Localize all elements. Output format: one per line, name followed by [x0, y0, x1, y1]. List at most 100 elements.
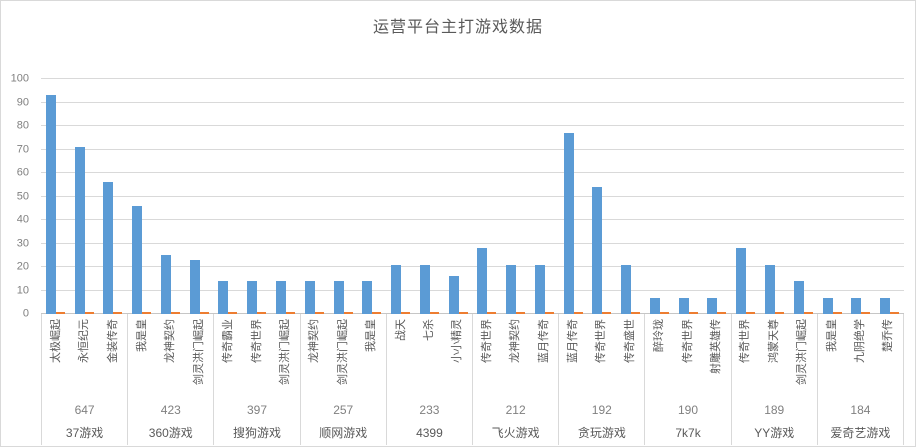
primary-bar: [822, 297, 833, 314]
platform-name: YY游戏: [754, 426, 795, 440]
gridline: [41, 125, 904, 126]
bar-group: [127, 79, 213, 314]
category-group: 蓝月传奇 传奇世界 传奇盛世 192 贪玩游戏: [558, 314, 644, 445]
group-total: 257: [333, 403, 354, 417]
game-label-cell: 传奇世界: [588, 314, 616, 395]
platform-name: 贪玩游戏: [577, 426, 626, 440]
x-axis-line: [41, 313, 904, 314]
group-total: 233: [419, 403, 440, 417]
game-label: 我是皇: [365, 319, 378, 352]
bar-group: [386, 79, 472, 314]
y-tick-label: 40: [16, 213, 29, 226]
primary-bar: [707, 297, 718, 314]
secondary-marker: [631, 311, 641, 314]
primary-bar: [304, 281, 315, 314]
secondary-marker: [688, 311, 698, 314]
bar-slot: [127, 79, 156, 314]
primary-bar: [132, 205, 143, 314]
secondary-marker: [113, 311, 123, 314]
primary-bar: [189, 259, 200, 314]
secondary-marker: [401, 311, 411, 314]
primary-bar: [621, 264, 632, 314]
bar-slot: [875, 79, 904, 314]
game-label-cell: 我是皇: [128, 314, 156, 395]
game-label-cell: 蓝月传奇: [559, 314, 587, 395]
game-label-cell: 我是皇: [357, 314, 385, 395]
gridline: [41, 289, 904, 291]
bar-slot: [616, 79, 645, 314]
secondary-marker: [286, 311, 295, 314]
bar-group: [300, 79, 386, 314]
game-label-cell: 龙神契约: [501, 314, 529, 395]
game-label: 剑灵洪门崛起: [192, 319, 205, 385]
game-labels-row: 传奇霸业 传奇世界 剑灵洪门崛起: [214, 314, 299, 395]
y-tick-label: 10: [16, 284, 29, 296]
bar-slot: [760, 79, 789, 314]
game-label: 剑灵洪门崛起: [278, 319, 291, 385]
game-label: 传奇世界: [681, 319, 694, 363]
secondary-marker: [602, 311, 612, 314]
category-group: 太极崛起 永恒纪元 金装传奇 647 37游戏: [41, 314, 127, 445]
game-labels-row: 太极崛起 永恒纪元 金装传奇: [42, 314, 127, 395]
secondary-marker: [516, 311, 526, 314]
game-label: 我是皇: [825, 319, 838, 352]
platform-name: 7k7k: [675, 426, 701, 440]
bar-slot: [559, 79, 588, 314]
primary-bar: [649, 297, 660, 314]
bar-slot: [846, 79, 875, 314]
primary-bar: [103, 182, 114, 314]
game-label-cell: 剑灵洪门崛起: [185, 314, 213, 395]
platform-name: 4399: [416, 426, 443, 440]
primary-bar: [276, 281, 286, 314]
game-label-cell: 七杀: [415, 314, 443, 395]
group-total: 647: [74, 403, 95, 417]
secondary-marker: [803, 311, 813, 314]
bar-slot: [818, 79, 847, 314]
game-label: 太极崛起: [49, 319, 62, 363]
bar-slot: [731, 79, 760, 314]
game-labels-row: 我是皇 龙神契约 剑灵洪门崛起: [128, 314, 213, 395]
gridline: [41, 266, 904, 267]
platform-name: 搜狗游戏: [233, 426, 282, 440]
group-total: 184: [850, 403, 871, 417]
platform-name: 飞火游戏: [491, 426, 540, 440]
bar-group: [645, 79, 731, 314]
bar-group: [559, 79, 645, 314]
primary-bar: [592, 187, 603, 314]
primary-bar: [880, 297, 891, 314]
game-label: 传奇世界: [595, 319, 608, 363]
bar-slot: [444, 79, 473, 314]
secondary-marker: [746, 311, 756, 314]
bar-slot: [70, 79, 99, 314]
group-total: 212: [505, 403, 526, 417]
game-label: 剑灵洪门崛起: [336, 319, 349, 385]
game-label: 传奇霸业: [222, 319, 235, 363]
bar-group: [41, 79, 127, 314]
primary-bar: [851, 297, 862, 314]
bar-slot: [271, 79, 300, 314]
secondary-marker: [573, 311, 583, 314]
game-label: 永恒纪元: [78, 319, 91, 363]
y-tick-label: 60: [16, 166, 29, 179]
game-label-cell: 传奇世界: [243, 314, 271, 395]
bars-row: [41, 79, 904, 314]
primary-bar: [765, 264, 776, 314]
bar-group: [731, 79, 817, 314]
primary-bar: [534, 264, 545, 314]
game-labels-row: 传奇世界 龙神契约 蓝月传奇: [473, 314, 558, 395]
secondary-marker: [832, 311, 842, 314]
game-labels-row: 战天 七杀 小小精灵: [387, 314, 472, 395]
primary-bar: [391, 264, 402, 314]
game-label: 金装传奇: [106, 319, 119, 363]
bar-slot: [329, 79, 358, 314]
game-label: 龙神契约: [164, 319, 177, 363]
game-label: 龙神契约: [308, 319, 321, 363]
secondary-marker: [314, 311, 324, 314]
y-tick-label: 70: [16, 143, 29, 155]
game-label-cell: 射雕英雄传: [702, 314, 730, 395]
gridline: [41, 219, 904, 220]
game-label-cell: 鸿蒙天尊: [760, 314, 788, 395]
game-label-cell: 传奇盛世: [616, 314, 644, 395]
primary-bar: [477, 248, 488, 314]
game-label: 战天: [394, 319, 407, 341]
